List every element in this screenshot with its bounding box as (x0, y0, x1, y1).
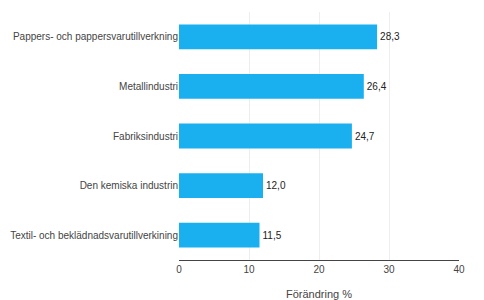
svg-text:Textil- och beklädnadsvarutill: Textil- och beklädnadsvarutillverkining (10, 230, 178, 241)
svg-text:Fabriksindustri: Fabriksindustri (113, 131, 178, 142)
svg-text:Förändring %: Förändring % (286, 288, 352, 300)
svg-text:12,0: 12,0 (266, 180, 286, 191)
svg-text:28,3: 28,3 (380, 31, 400, 42)
svg-text:Den kemiska industrin: Den kemiska industrin (80, 180, 178, 191)
svg-text:Pappers- och pappersvarutillve: Pappers- och pappersvarutillverkning (13, 31, 178, 42)
svg-text:24,7: 24,7 (355, 131, 375, 142)
svg-text:11,5: 11,5 (263, 230, 282, 241)
svg-text:30: 30 (383, 264, 395, 275)
svg-text:10: 10 (243, 264, 255, 275)
svg-text:20: 20 (313, 264, 325, 275)
svg-text:40: 40 (453, 264, 465, 275)
svg-text:0: 0 (176, 264, 182, 275)
svg-text:26,4: 26,4 (367, 81, 387, 92)
svg-text:Metallindustri: Metallindustri (119, 81, 178, 92)
